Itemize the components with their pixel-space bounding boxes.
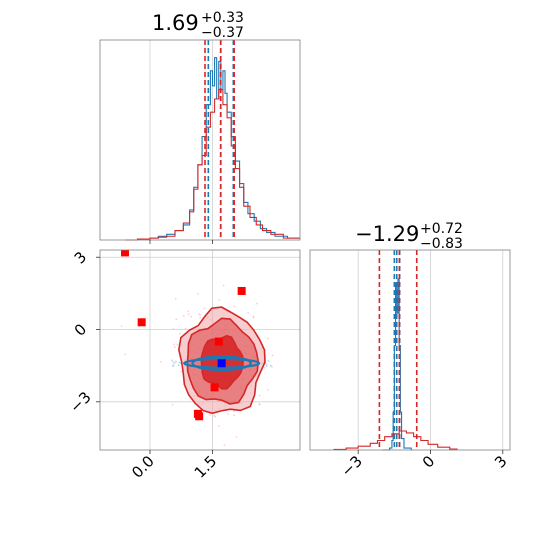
joint-red-marker [137,318,146,327]
param2-title-upper: +0.72 [420,221,463,237]
joint-sample-dot-blue [269,364,272,367]
joint-sample-dot-blue [173,361,176,364]
joint-sample-dot [184,327,187,330]
joint-sample-dot [252,315,255,318]
joint-sample-dot [172,328,175,330]
joint-red-marker [214,337,223,346]
joint-sample-dot [263,366,266,369]
joint-red-marker [210,383,219,392]
param2-x-tick-label: 0 [419,452,438,471]
joint-sample-dot-blue [265,365,268,368]
joint-sample-dot [179,332,181,335]
joint-sample-dot-blue [175,360,177,363]
joint-blue-contour [183,357,261,369]
joint-sample-dot [187,313,190,316]
joint-x-tick-label: 1.5 [191,452,221,482]
param2-title-median: −1.29 [355,222,419,246]
param2-hist-line [333,430,458,450]
joint-sample-dot [120,325,123,327]
joint-sample-dot [233,305,236,308]
param2-frame [309,249,511,451]
joint-y-tick-label: 3 [71,248,90,267]
joint-sample-dot-blue [178,361,181,364]
joint-sample-dot [218,298,221,301]
joint-red-marker [237,286,246,295]
joint-sample-dot [173,343,176,346]
joint-sample-dot [175,318,178,321]
joint-sample-dot [227,413,229,415]
joint-y-tick-label: −3 [66,388,94,416]
joint-distribution-panel: 0.0 1.5 3 0 −3 [66,248,301,482]
joint-sample-dot-blue [172,365,174,368]
joint-y-tick-label: 0 [71,320,90,339]
joint-sample-dot [256,302,258,305]
joint-sample-dot [187,310,190,313]
joint-sample-dot-blue [171,359,173,362]
joint-blue-contour [191,355,252,372]
joint-x-tick-label: 0.0 [128,452,158,482]
joint-sample-dot [159,361,162,363]
joint-sample-dot [223,444,226,446]
param1-hist-line [125,89,300,241]
param2-histogram-panel: −3 0 3 −1.29 +0.72 −0.83 [309,221,511,480]
param2-title-lower: −0.83 [420,236,463,252]
joint-sample-dot [271,354,274,357]
joint-sample-dot [258,403,261,405]
joint-red-marker [121,250,129,257]
joint-sample-dot [190,315,193,318]
joint-sample-dot [197,293,199,295]
param2-hist-line [382,278,412,451]
joint-sample-dot [235,436,238,439]
joint-sample-dot [182,315,185,317]
joint-sample-dot [222,284,225,287]
param2-x-tick-label: −3 [338,452,366,480]
joint-red-marker [195,412,204,421]
joint-sample-dot [233,410,235,412]
joint-sample-dot [271,365,273,368]
joint-sample-dot [217,425,220,427]
joint-sample-dot [213,414,216,417]
joint-sample-dot [266,389,269,391]
joint-blue-marker [217,359,226,368]
joint-sample-dot-blue [267,359,270,362]
joint-sample-dot [233,414,236,417]
joint-sample-dot-blue [177,364,180,367]
joint-sample-dot [124,353,127,356]
joint-sample-dot [174,297,177,300]
param1-title-median: 1.69 [152,11,199,35]
joint-sample-dot [258,394,261,397]
joint-sample-dot [171,403,174,406]
joint-frame [99,249,301,451]
joint-sample-dot-blue [265,363,268,366]
param1-title-upper: +0.33 [201,10,244,26]
joint-sample-dot [199,316,202,319]
joint-sample-dot [267,337,270,340]
joint-sample-dot [208,413,211,416]
joint-sample-dot [203,307,206,310]
joint-sample-dot [172,361,175,363]
joint-sample-dot [198,313,200,316]
param1-frame [99,39,301,241]
param2-x-tick-label: 3 [491,452,510,471]
joint-sample-dot [174,346,176,348]
joint-sample-dot [180,370,183,373]
param1-title-lower: −0.37 [201,25,244,41]
joint-sample-dot [176,343,179,346]
param1-histogram-panel: 1.69 +0.33 −0.37 [99,10,301,244]
joint-sample-dot [247,312,249,314]
